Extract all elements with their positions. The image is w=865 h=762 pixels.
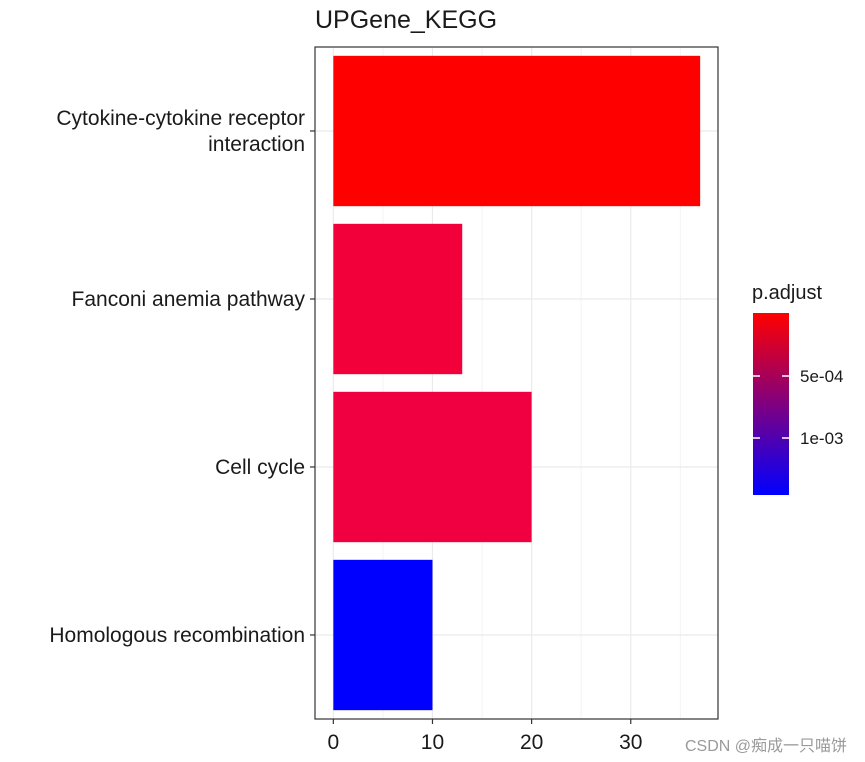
y-axis: Cytokine-cytokine receptor interaction Fan…	[49, 107, 315, 647]
y-tick-label: Cytokine-cytokine receptor interaction	[56, 107, 305, 156]
y-tick-label: Cell cycle	[215, 456, 305, 479]
x-axis: 0 10 20 30	[327, 719, 642, 754]
y-tick-label: Homologous recombination	[49, 624, 305, 647]
colorbar-legend: 5e-04 1e-03	[753, 313, 843, 495]
colorbar-tick-label: 5e-04	[800, 367, 843, 386]
watermark: CSDN @痴成一只喵饼	[684, 738, 847, 755]
bar	[333, 55, 701, 207]
bar	[333, 223, 463, 375]
x-tick-label: 0	[327, 731, 339, 754]
x-tick-label: 30	[619, 731, 642, 754]
colorbar	[753, 313, 789, 495]
bar	[333, 391, 532, 543]
panel-border	[314, 46, 719, 720]
bars	[333, 55, 701, 711]
colorbar-tick-label: 1e-03	[800, 429, 843, 448]
bar	[333, 559, 433, 711]
x-tick-label: 10	[421, 731, 444, 754]
x-tick-label: 20	[520, 731, 543, 754]
legend-title: p.adjust	[752, 282, 823, 304]
chart-title: UPGene_KEGG	[315, 6, 498, 34]
y-tick-label: Fanconi anemia pathway	[72, 288, 306, 311]
